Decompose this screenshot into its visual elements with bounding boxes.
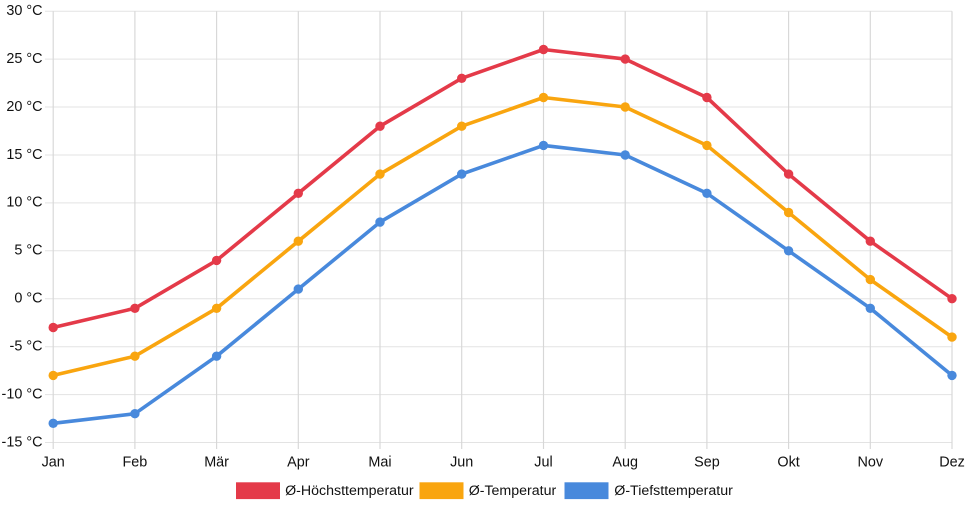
svg-text:Jun: Jun — [450, 454, 473, 470]
svg-text:Okt: Okt — [777, 454, 799, 470]
svg-text:5 °C: 5 °C — [14, 243, 42, 259]
svg-text:-5 °C: -5 °C — [10, 339, 43, 355]
svg-text:Ø-Temperatur: Ø-Temperatur — [469, 483, 557, 499]
svg-text:Jul: Jul — [534, 454, 552, 470]
svg-text:Sep: Sep — [694, 454, 720, 470]
svg-text:Aug: Aug — [612, 454, 638, 470]
svg-text:30 °C: 30 °C — [6, 3, 42, 19]
svg-text:10 °C: 10 °C — [6, 195, 42, 211]
svg-text:Jan: Jan — [42, 454, 65, 470]
svg-text:20 °C: 20 °C — [6, 99, 42, 115]
svg-text:-10 °C: -10 °C — [2, 386, 43, 402]
svg-text:15 °C: 15 °C — [6, 147, 42, 163]
svg-text:Ø-Tiefsttemperatur: Ø-Tiefsttemperatur — [614, 483, 733, 499]
svg-text:Mär: Mär — [204, 454, 229, 470]
svg-text:Dez: Dez — [939, 454, 965, 470]
svg-text:25 °C: 25 °C — [6, 51, 42, 67]
svg-text:Ø-Höchsttemperatur: Ø-Höchsttemperatur — [285, 483, 414, 499]
svg-text:Feb: Feb — [122, 454, 147, 470]
svg-text:Mai: Mai — [368, 454, 391, 470]
svg-text:Apr: Apr — [287, 454, 310, 470]
svg-text:-15 °C: -15 °C — [2, 434, 43, 450]
svg-text:Nov: Nov — [858, 454, 884, 470]
svg-text:0 °C: 0 °C — [14, 291, 42, 307]
